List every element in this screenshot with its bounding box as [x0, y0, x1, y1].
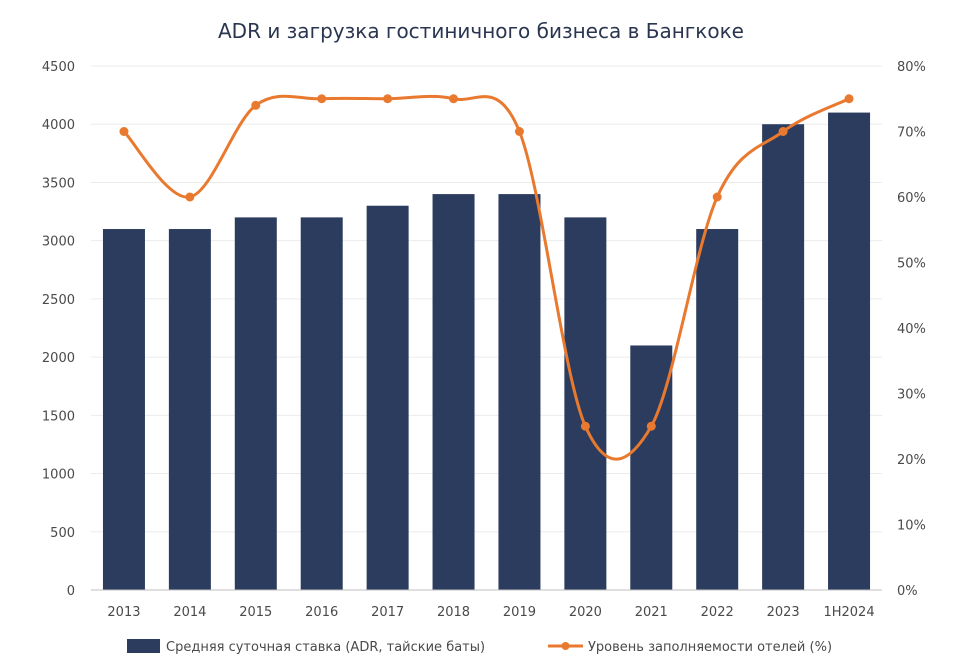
left-axis: 0 500 1000 1500 2000 2500 3000 3500 4000 4500: [42, 60, 75, 599]
y-right-tick-label: 70%: [897, 126, 926, 141]
y-right-tick-label: 20%: [897, 453, 926, 468]
y-left-tick-label: 4500: [42, 60, 75, 75]
x-tick-label: 2023: [767, 605, 800, 620]
bar-2015: [234, 217, 277, 590]
x-tick-label: 2020: [569, 605, 602, 620]
grid-lines: [91, 65, 882, 533]
x-tick-label: 1H2024: [823, 605, 874, 620]
y-right-tick-label: 60%: [897, 191, 926, 206]
x-tick-label: 2021: [635, 605, 668, 620]
y-right-tick-label: 40%: [897, 322, 926, 337]
bar-2014: [168, 229, 211, 590]
y-right-tick-label: 80%: [897, 60, 926, 75]
bar-1H2024: [828, 112, 871, 591]
occupancy-point-2021: [646, 421, 656, 431]
bar-2023: [762, 124, 805, 590]
x-tick-label: 2022: [701, 605, 734, 620]
x-axis: 2013 2014 2015 2016 2017 2018 2019 2020 2021 2022…: [91, 589, 882, 620]
x-tick-label: 2014: [173, 605, 206, 620]
x-tick-label: 2018: [437, 605, 470, 620]
occupancy-line: [122, 94, 851, 461]
legend-swatch-adr: [127, 639, 160, 653]
bar-2013: [102, 229, 145, 590]
occupancy-point-2020: [580, 421, 590, 431]
x-tick-label: 2017: [371, 605, 404, 620]
x-tick-label: 2013: [107, 605, 140, 620]
occupancy-point-1H2024: [844, 94, 854, 104]
line-series: [119, 94, 854, 461]
chart-title: ADR и загрузка гостиничного бизнеса в Ба…: [218, 19, 744, 43]
y-right-tick-label: 30%: [897, 388, 926, 403]
y-left-tick-label: 2000: [42, 351, 75, 366]
y-left-tick-label: 500: [50, 526, 75, 541]
y-left-tick-label: 2500: [42, 293, 75, 308]
occupancy-point-2019: [514, 127, 524, 136]
bar-2016: [300, 217, 343, 590]
legend-label-adr: Средняя суточная ставка (ADR, тайские ба…: [166, 640, 485, 655]
x-tick-label: 2015: [239, 605, 272, 620]
y-left-tick-label: 4000: [42, 118, 75, 133]
bar-2018: [432, 194, 475, 591]
y-left-tick-label: 1500: [42, 409, 75, 424]
legend: Средняя суточная ставка (ADR, тайские ба…: [127, 639, 832, 655]
y-right-tick-label: 10%: [897, 519, 926, 534]
y-right-tick-label: 0%: [897, 584, 918, 599]
occupancy-point-2017: [383, 94, 393, 104]
bar-2022: [696, 229, 739, 590]
right-axis: 0% 10% 20% 30% 40% 50% 60% 70% 80%: [897, 60, 926, 599]
x-tick-label: 2016: [305, 605, 338, 620]
bar-series: [102, 112, 871, 591]
occupancy-point-2023: [778, 127, 788, 136]
occupancy-point-2018: [449, 94, 459, 104]
y-right-tick-label: 50%: [897, 257, 926, 272]
occupancy-point-2013: [119, 127, 129, 136]
occupancy-point-2022: [712, 192, 722, 202]
occupancy-point-2016: [317, 94, 327, 104]
y-left-tick-label: 0: [67, 584, 75, 599]
bar-2017: [366, 205, 409, 590]
y-left-tick-label: 1000: [42, 468, 75, 483]
bar-2020: [564, 217, 607, 590]
occupancy-point-2015: [251, 100, 261, 110]
y-left-tick-label: 3500: [42, 176, 75, 191]
occupancy-point-2014: [185, 192, 195, 202]
y-left-tick-label: 3000: [42, 235, 75, 250]
legend-label-occupancy: Уровень заполняемости отелей (%): [588, 640, 832, 655]
bar-2019: [498, 194, 541, 591]
legend-swatch-occupancy-marker: [561, 642, 570, 650]
x-tick-label: 2019: [503, 605, 536, 620]
